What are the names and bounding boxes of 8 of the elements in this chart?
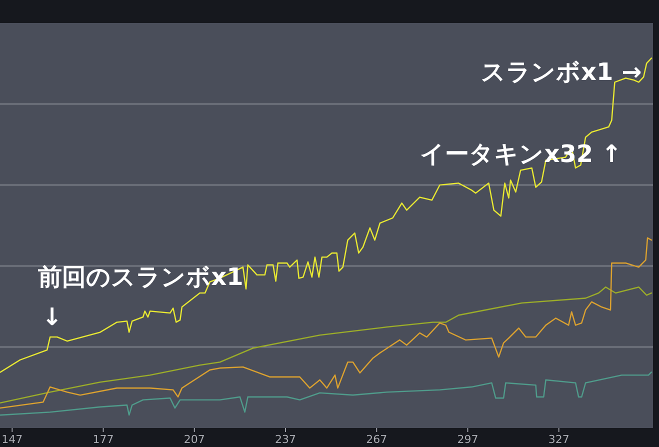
x-tick-label: 297 <box>457 433 478 446</box>
annotation: スランボx1 → <box>481 58 642 86</box>
x-tick-label: 237 <box>275 433 296 446</box>
x-tick-label: 207 <box>184 433 205 446</box>
x-tick-label: 327 <box>548 433 570 446</box>
x-tick-label: 147 <box>2 433 23 446</box>
x-tick-label: 267 <box>366 433 388 446</box>
x-tick-label: 177 <box>92 433 114 446</box>
